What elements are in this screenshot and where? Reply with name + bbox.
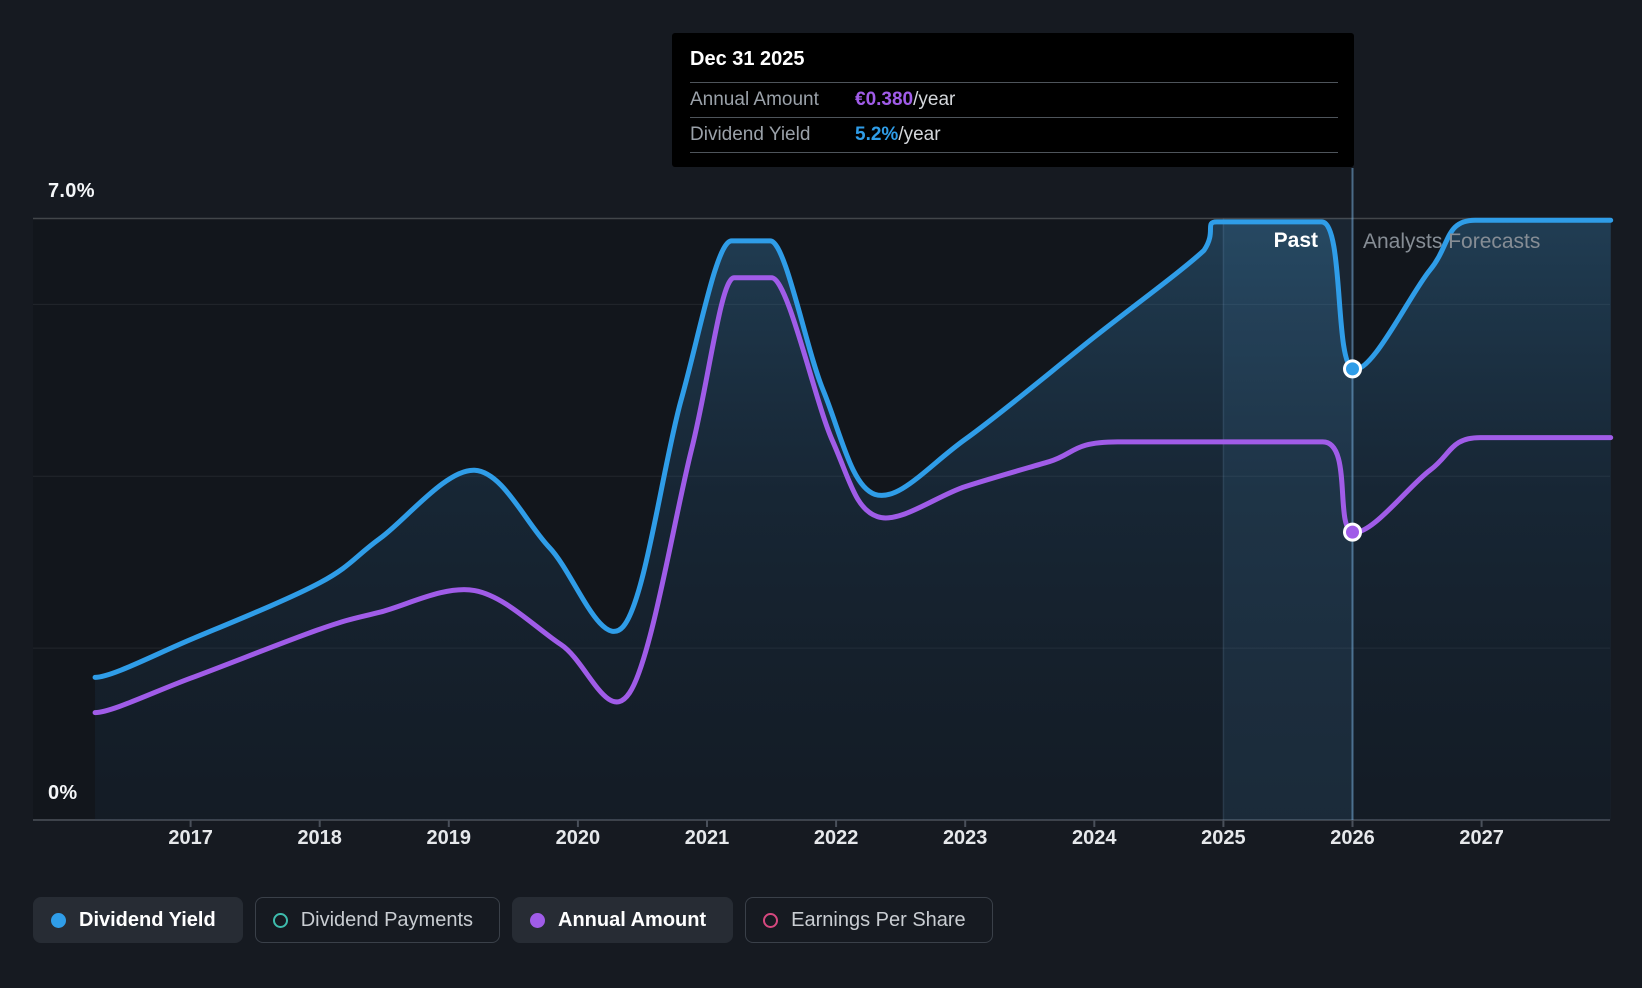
dividend-yield-area <box>95 220 1611 820</box>
legend-dividend-yield-button[interactable]: Dividend Yield <box>33 897 243 943</box>
tooltip-row-label: Dividend Yield <box>690 124 811 145</box>
tooltip-row-suffix: /year <box>913 89 956 110</box>
legend-label: Dividend Payments <box>300 908 474 931</box>
legend-dividend-payments-button[interactable]: Dividend Payments <box>254 897 501 943</box>
past-highlight-band <box>1223 218 1353 821</box>
tooltip-row-value: 5.2% <box>855 124 899 145</box>
x-tick-label: 2025 <box>1201 827 1246 849</box>
x-tick-label: 2021 <box>684 827 730 849</box>
dividend-yield-line <box>92 217 1614 680</box>
tooltip-row-label: Annual Amount <box>690 89 819 110</box>
earnings-per-share-marker-icon <box>763 912 779 928</box>
x-tick-label: 2022 <box>813 827 859 849</box>
chart-tooltip: Dec 31 2025 Annual Amount €0.380/year Di… <box>672 33 1354 167</box>
x-tick-label: 2023 <box>942 827 988 849</box>
tooltip-row-value: €0.380 <box>855 89 914 110</box>
legend-label: Annual Amount <box>558 908 707 931</box>
marker-dot[interactable] <box>1343 359 1362 379</box>
past-label: Past <box>1273 229 1318 252</box>
legend-label: Dividend Yield <box>79 908 216 931</box>
y-axis-zero-label: 0% <box>48 782 78 804</box>
dividend-payments-marker-icon <box>272 912 288 928</box>
legend: Dividend Yield Dividend Payments Annual … <box>33 897 993 943</box>
x-tick-label: 2019 <box>426 827 472 849</box>
legend-label: Earnings Per Share <box>791 908 966 931</box>
tooltip-row-annual-amount: Annual Amount €0.380/year <box>672 83 1354 117</box>
tooltip-row-dividend-yield: Dividend Yield 5.2%/year <box>672 118 1354 152</box>
tooltip-separator <box>690 117 1338 118</box>
x-tick-label: 2024 <box>1072 827 1117 849</box>
tooltip-row-suffix: /year <box>898 124 941 145</box>
x-tick-label: 2026 <box>1330 827 1375 849</box>
marker-dot[interactable] <box>1343 522 1362 542</box>
annual-amount-marker-icon <box>530 912 546 928</box>
x-tick-label: 2027 <box>1459 827 1504 849</box>
y-axis-max-label: 7.0% <box>48 180 95 202</box>
annual-amount-line <box>92 275 1614 716</box>
tooltip-date: Dec 31 2025 <box>690 48 805 70</box>
tooltip-separator <box>690 82 1338 83</box>
analysts-forecasts-label: Analysts Forecasts <box>1363 230 1541 253</box>
legend-earnings-per-share-button[interactable]: Earnings Per Share <box>745 897 993 943</box>
x-tick-label: 2018 <box>297 827 342 849</box>
x-tick-label: 2020 <box>555 827 601 849</box>
dividend-yield-marker-icon <box>51 912 66 928</box>
legend-annual-amount-button[interactable]: Annual Amount <box>512 897 734 943</box>
x-tick-label: 2017 <box>168 827 213 849</box>
tooltip-separator <box>690 152 1338 153</box>
